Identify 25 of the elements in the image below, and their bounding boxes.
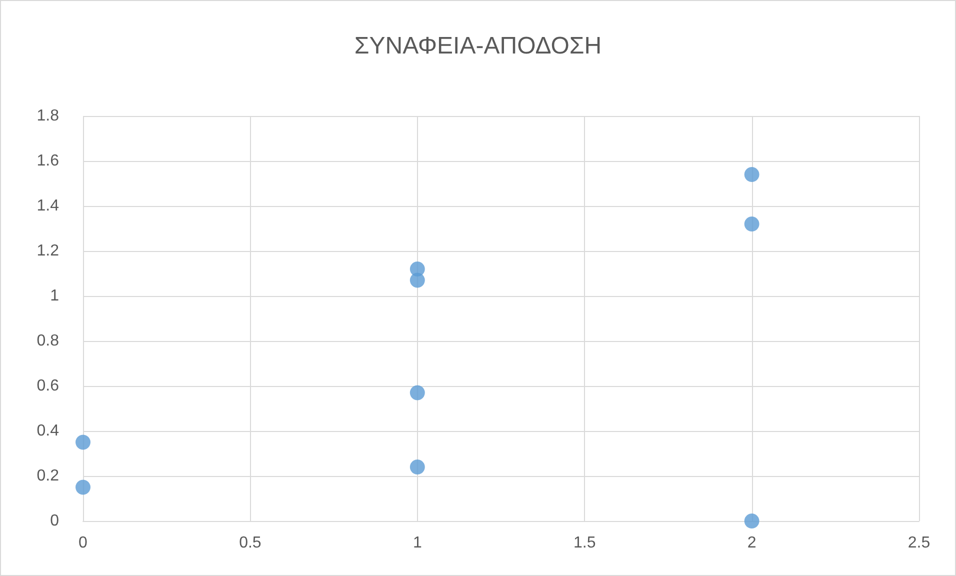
y-tick-label: 0.2	[36, 468, 60, 484]
point	[76, 434, 90, 450]
x-tick-label: 1	[412, 534, 422, 552]
x-tick-label: 0.5	[239, 534, 262, 552]
y-tick-label: 0	[50, 512, 60, 530]
y-tick-label: 0.6	[36, 378, 60, 394]
point	[744, 216, 760, 232]
point	[410, 460, 425, 474]
point	[410, 272, 425, 288]
y-tick-label: 1.6	[36, 152, 60, 170]
y-tick-label: 1.8	[36, 108, 60, 124]
y-tick-label: 1.4	[36, 198, 60, 214]
point	[76, 480, 90, 495]
point	[744, 167, 760, 182]
y-tick-label: 0.4	[36, 422, 60, 440]
y-tick-label: 1	[50, 288, 60, 304]
y-tick-label: 1.2	[36, 242, 60, 260]
x-tick-label: 1.5	[573, 534, 596, 552]
x-tick-label: 2.5	[908, 534, 930, 552]
point	[744, 514, 760, 528]
x-tick-label: 2	[747, 534, 756, 552]
point	[410, 385, 425, 400]
y-tick-label: 0.8	[36, 332, 60, 350]
x-tick-label: 0	[78, 534, 88, 552]
chart-title: ΣΥΝΑΦΕΙΑ-ΑΠΟΔΟΣΗ	[354, 32, 602, 60]
